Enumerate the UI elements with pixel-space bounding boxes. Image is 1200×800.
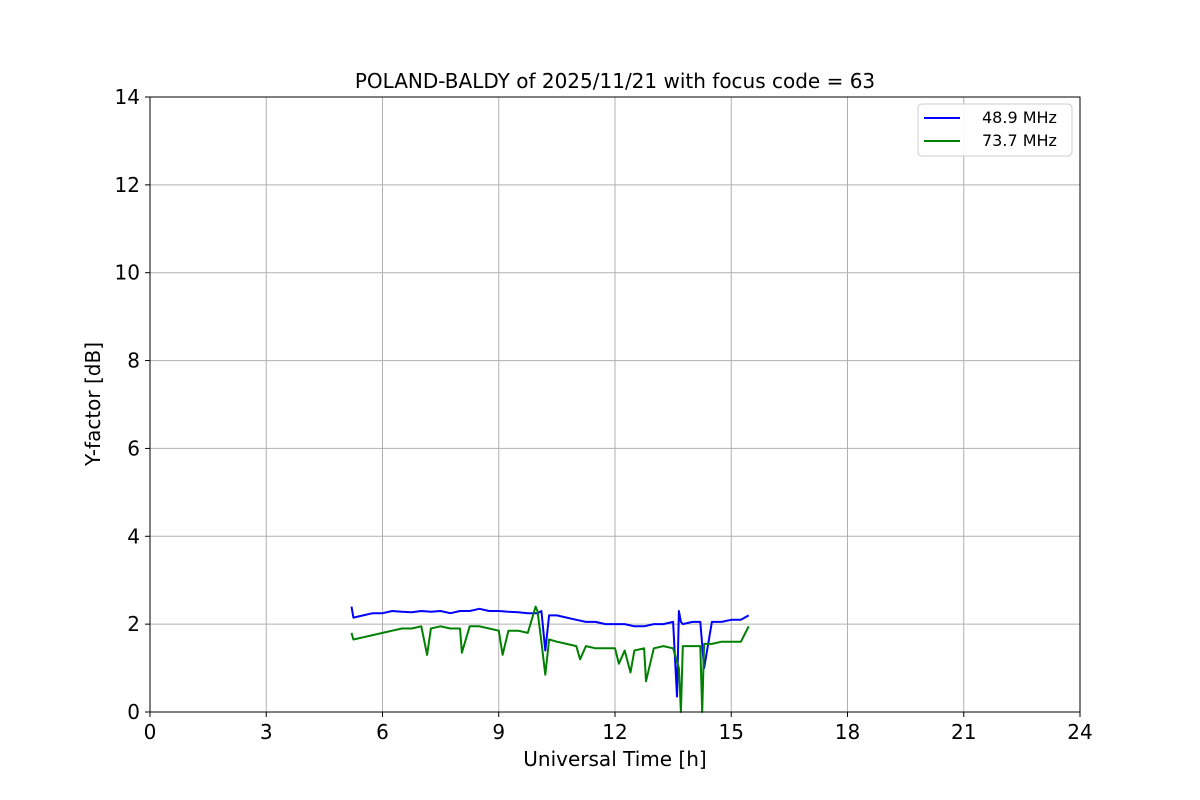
y-axis-label: Y-factor [dB] (81, 342, 105, 467)
y-tick-label: 4 (127, 524, 140, 548)
y-tick-label: 8 (127, 349, 140, 373)
legend: 48.9 MHz 73.7 MHz (917, 103, 1073, 157)
y-tick-label: 0 (127, 700, 140, 724)
y-tick-label: 6 (127, 436, 140, 460)
legend-label-48-9: 48.9 MHz (982, 108, 1057, 127)
series-line-0 (350, 606, 750, 698)
x-tick-label: 24 (1067, 720, 1092, 744)
x-axis-label: Universal Time [h] (523, 747, 706, 771)
x-tick-label: 9 (492, 720, 505, 744)
x-tick-label: 12 (602, 720, 627, 744)
x-tick-label: 6 (376, 720, 389, 744)
y-tick-label: 10 (115, 261, 140, 285)
legend-label-73-7: 73.7 MHz (982, 131, 1057, 150)
x-tick-label: 18 (835, 720, 860, 744)
y-tick-label: 14 (115, 85, 140, 109)
x-tick-label: 15 (719, 720, 744, 744)
chart-title: POLAND-BALDY of 2025/11/21 with focus co… (355, 69, 875, 93)
grid (149, 96, 1081, 713)
x-tick-label: 3 (260, 720, 273, 744)
series-layer (350, 605, 750, 713)
x-tick-label: 0 (144, 720, 157, 744)
x-tick-label: 21 (951, 720, 976, 744)
y-tick-label: 2 (127, 612, 140, 636)
series-line-1 (350, 605, 750, 713)
y-tick-label: 12 (115, 173, 140, 197)
